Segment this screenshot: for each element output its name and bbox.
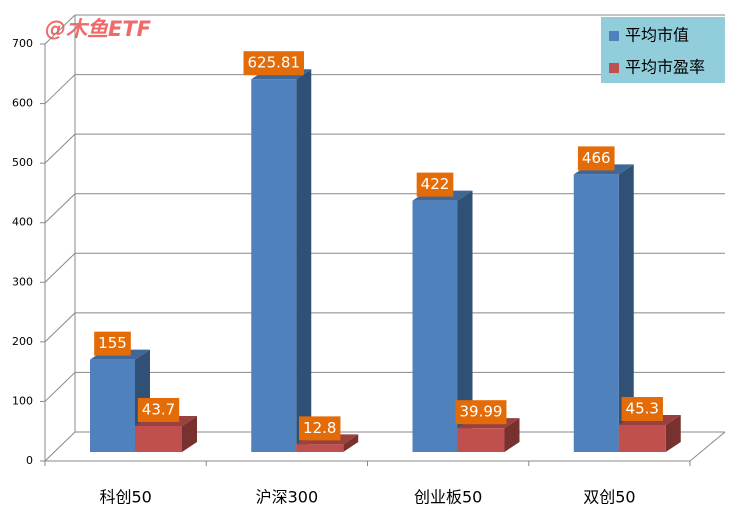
legend-box	[601, 17, 725, 83]
legend-swatch	[609, 31, 619, 41]
legend-label: 平均市盈率	[625, 58, 705, 77]
bar-side	[665, 415, 681, 452]
floor-right	[689, 431, 726, 462]
value-label-box	[94, 331, 131, 356]
value-label-text: 12.8	[303, 419, 336, 437]
bar	[573, 174, 619, 452]
y-tick-label: 500	[12, 156, 33, 169]
watermark: @木鱼ETF	[45, 17, 152, 41]
value-label-text: 422	[421, 175, 450, 193]
bar	[412, 200, 458, 452]
bar	[296, 444, 344, 452]
y-tick-label: 600	[12, 97, 33, 110]
value-label-text: 466	[582, 149, 611, 167]
value-label-text: 45.3	[626, 400, 659, 418]
value-label-box	[621, 397, 663, 422]
bar-side	[457, 190, 473, 452]
value-label-box	[416, 172, 454, 197]
bar	[135, 425, 182, 452]
value-label: 155	[94, 331, 131, 356]
grid-line	[44, 312, 76, 343]
grid-line	[44, 252, 76, 283]
bar	[251, 79, 297, 452]
x-tick-label: 创业板50	[414, 488, 482, 507]
value-label-box	[455, 400, 507, 425]
y-tick-label: 100	[12, 394, 33, 407]
grid-line	[44, 193, 76, 224]
y-tick-label: 300	[12, 275, 33, 288]
bar-side	[343, 434, 359, 452]
value-label: 422	[416, 172, 454, 197]
value-label-box	[577, 146, 615, 171]
y-tick-label: 700	[12, 37, 33, 50]
grid-line	[44, 14, 76, 45]
value-label-box	[299, 416, 341, 441]
value-label: 43.7	[137, 397, 180, 422]
value-label: 39.99	[455, 400, 507, 425]
bar-side	[618, 164, 634, 452]
y-tick-label: 200	[12, 335, 33, 348]
y-tick-label: 400	[12, 216, 33, 229]
x-tick-label: 沪深300	[256, 488, 319, 507]
value-label: 625.81	[243, 51, 304, 76]
grid-line	[44, 133, 76, 164]
grid-line	[44, 372, 76, 402]
grid-line	[44, 74, 76, 104]
legend-swatch	[609, 63, 619, 73]
value-label-box	[137, 397, 180, 422]
bar-side	[182, 415, 197, 452]
legend-label: 平均市值	[625, 26, 689, 45]
value-label: 45.3	[621, 397, 663, 422]
value-label-text: 39.99	[460, 403, 503, 421]
value-label-text: 625.81	[248, 54, 301, 72]
value-label: 466	[577, 146, 615, 171]
bar	[457, 428, 505, 452]
grid-line	[44, 431, 76, 462]
value-label-box	[243, 51, 304, 76]
bar	[618, 425, 666, 452]
y-tick-label: 0	[26, 454, 33, 467]
bar-side	[296, 69, 312, 452]
x-tick-label: 科创50	[99, 488, 151, 507]
bar-side	[504, 418, 520, 452]
bar	[90, 359, 135, 452]
value-label: 12.8	[299, 416, 341, 441]
x-tick-label: 双创50	[583, 488, 635, 507]
value-label-text: 155	[98, 334, 127, 352]
value-label-text: 43.7	[142, 400, 175, 418]
